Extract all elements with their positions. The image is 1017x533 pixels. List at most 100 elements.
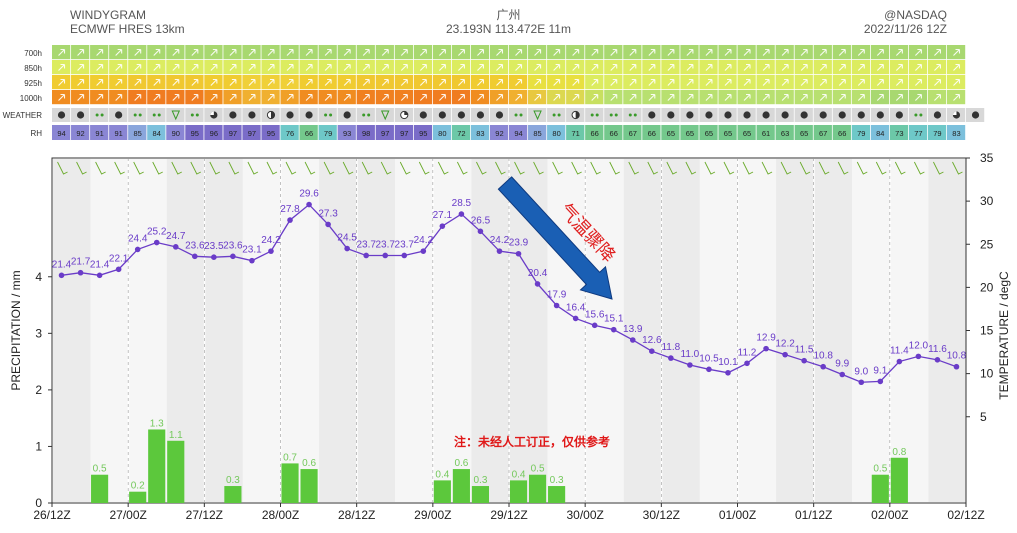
- rh-cell: [870, 125, 890, 140]
- dark-circle-icon: [476, 111, 485, 119]
- wind-barb-icon: [400, 63, 408, 71]
- rh-value: 94: [514, 129, 522, 138]
- wind-barb-icon: [686, 48, 694, 56]
- rain-dots-icon: [138, 113, 142, 117]
- precip-value-label: 0.8: [892, 447, 906, 458]
- wind-barb-icon: [229, 48, 237, 56]
- shower-arrow-icon: [380, 110, 390, 121]
- night-band: [623, 159, 661, 502]
- wind-cell: [52, 75, 71, 90]
- wind-cell: [623, 75, 642, 90]
- temperature-point: [58, 272, 65, 279]
- wind-barb-icon: [953, 78, 961, 86]
- wind-cell: [528, 75, 547, 90]
- temperature-value-label: 16.4: [566, 302, 586, 313]
- wind-cell: [261, 90, 280, 105]
- wind-cell: [566, 45, 585, 60]
- rain-dots-icon: [590, 113, 594, 117]
- dark-circle-icon: [495, 111, 504, 119]
- wind-cell: [604, 75, 623, 90]
- y-right-tick-label: 35: [980, 151, 994, 165]
- temperature-point: [496, 248, 503, 254]
- wind-cell: [661, 45, 680, 60]
- rh-value: 94: [57, 129, 65, 138]
- wind-cell: [756, 60, 775, 75]
- rh-value: 66: [610, 129, 618, 138]
- temperature-point: [211, 254, 217, 260]
- surface-wind-barb-icon: [323, 161, 335, 175]
- rh-value: 92: [76, 129, 84, 138]
- rh-value: 95: [419, 129, 427, 138]
- wind-cell: [680, 45, 699, 60]
- wind-barb-icon: [305, 63, 313, 71]
- wind-cell: [756, 75, 775, 90]
- temperature-point: [839, 371, 846, 378]
- day-band: [699, 159, 737, 502]
- wind-cell: [718, 75, 737, 90]
- wind-barb-icon: [496, 48, 504, 56]
- temperature-value-label: 24.2: [261, 235, 281, 246]
- wind-cell: [604, 60, 623, 75]
- temperature-value-label: 28.5: [452, 198, 472, 209]
- wind-barb-icon: [648, 48, 656, 56]
- rh-value: 66: [305, 129, 313, 138]
- wind-barb-icon: [895, 78, 903, 86]
- dark-circle-icon: [57, 111, 66, 119]
- wind-cell: [356, 60, 375, 75]
- attribution: @NASDAQ: [884, 8, 947, 22]
- wind-cell: [870, 45, 890, 60]
- wind-cell: [318, 45, 337, 60]
- temperature-value-label: 20.4: [528, 268, 548, 279]
- wind-barb-icon: [172, 63, 180, 71]
- wind-cell: [775, 60, 794, 75]
- dark-circle-icon: [724, 111, 732, 119]
- surface-wind-barb-icon: [171, 161, 182, 175]
- temperature-point: [268, 248, 274, 254]
- wind-barb-icon: [305, 78, 313, 86]
- dark-circle-icon: [876, 111, 884, 119]
- wind-barb-icon: [248, 93, 256, 101]
- rain-dots-icon: [914, 113, 918, 117]
- dark-circle-icon: [800, 111, 808, 119]
- wind-barb-icon: [172, 78, 180, 86]
- rh-cell: [318, 125, 337, 140]
- wind-cell: [261, 60, 280, 75]
- temperature-value-label: 23.6: [185, 240, 205, 251]
- wind-cell: [318, 75, 337, 90]
- wind-cell: [109, 60, 128, 75]
- surface-wind-barb-icon: [285, 161, 297, 175]
- wind-cell: [642, 90, 661, 105]
- y-right-axis-label: TEMPERATURE / degC: [997, 271, 1011, 400]
- day-band: [90, 159, 128, 502]
- weather-cell: [585, 108, 604, 122]
- wind-cell: [737, 90, 756, 105]
- surface-wind-barb-icon: [799, 161, 811, 175]
- night-band: [357, 159, 396, 502]
- wind-barb-icon: [667, 78, 675, 86]
- temperature-value-label: 27.3: [318, 208, 338, 219]
- wind-barb-icon: [477, 63, 484, 71]
- rh-value: 67: [819, 129, 827, 138]
- temperature-value-label: 24.5: [337, 233, 357, 244]
- wind-cell: [509, 90, 528, 105]
- night-band: [53, 159, 91, 502]
- wind-cell: [223, 75, 242, 90]
- temperature-value-label: 12.2: [775, 339, 795, 350]
- wind-barb-icon: [591, 63, 599, 71]
- wind-barb-icon: [343, 93, 351, 101]
- wind-cell: [718, 45, 737, 60]
- wind-barb-icon: [229, 63, 237, 71]
- rh-value: 66: [591, 129, 599, 138]
- shower-arrow-icon: [171, 110, 181, 121]
- wind-barb-icon: [305, 93, 313, 101]
- x-tick-label: 28/12Z: [338, 508, 375, 522]
- temperature-point: [344, 245, 350, 252]
- wind-cell: [737, 60, 756, 75]
- wind-cell: [394, 75, 413, 90]
- surface-wind-barb-icon: [190, 161, 202, 175]
- wind-cell: [90, 60, 109, 75]
- wind-barb-icon: [781, 63, 789, 71]
- wind-barb-icon: [324, 63, 332, 71]
- surface-wind-barb-icon: [514, 161, 525, 175]
- rain-dots-icon: [362, 113, 366, 117]
